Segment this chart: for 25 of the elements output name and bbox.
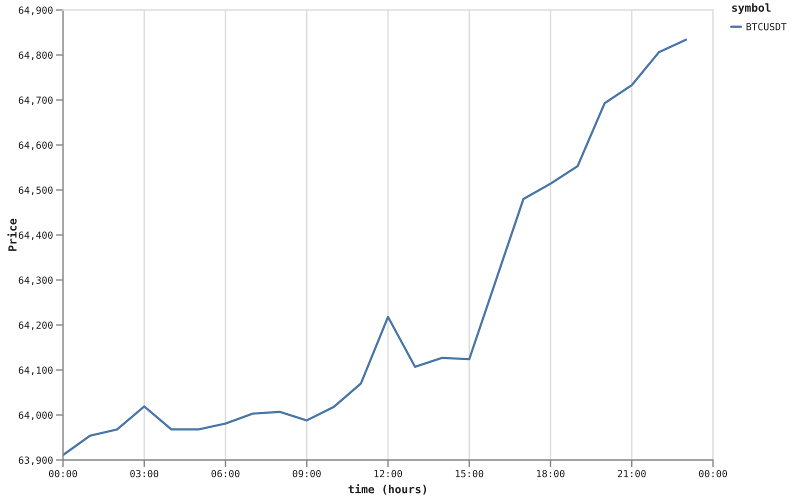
x-tick-label: 06:00	[212, 470, 240, 478]
y-tick-label: 64,400	[18, 232, 53, 240]
x-tick-label: 03:00	[130, 470, 158, 478]
y-tick-label: 64,800	[18, 52, 53, 60]
y-axis-title: Price	[7, 218, 17, 251]
line-series	[63, 38, 688, 456]
y-tick-label: 64,700	[18, 96, 53, 106]
y-tick-label: 64,000	[18, 412, 53, 420]
y-tick-label: 64,100	[18, 366, 53, 376]
y-tick-label: 64,300	[18, 276, 53, 286]
y-tick-label: 64,200	[18, 322, 53, 330]
legend-label: BTCUSDT	[746, 22, 787, 30]
y-tick-label: 64,600	[18, 142, 53, 150]
x-tick-label: 00:00	[699, 470, 728, 478]
x-tick-label: 00:00	[49, 470, 78, 478]
x-tick-label: 18:00	[537, 470, 565, 478]
x-tick-label: 21:00	[618, 470, 646, 478]
y-tick-label: 63,900	[18, 456, 53, 466]
y-tick-label: 64,900	[18, 6, 53, 16]
x-tick-label: 09:00	[292, 470, 321, 478]
y-tick-label: 64,500	[18, 186, 53, 196]
x-tick-label: 12:00	[374, 470, 402, 478]
legend-title: symbol	[732, 3, 771, 14]
x-axis-title: time (hours)	[348, 484, 426, 495]
x-tick-label: 15:00	[456, 470, 484, 478]
